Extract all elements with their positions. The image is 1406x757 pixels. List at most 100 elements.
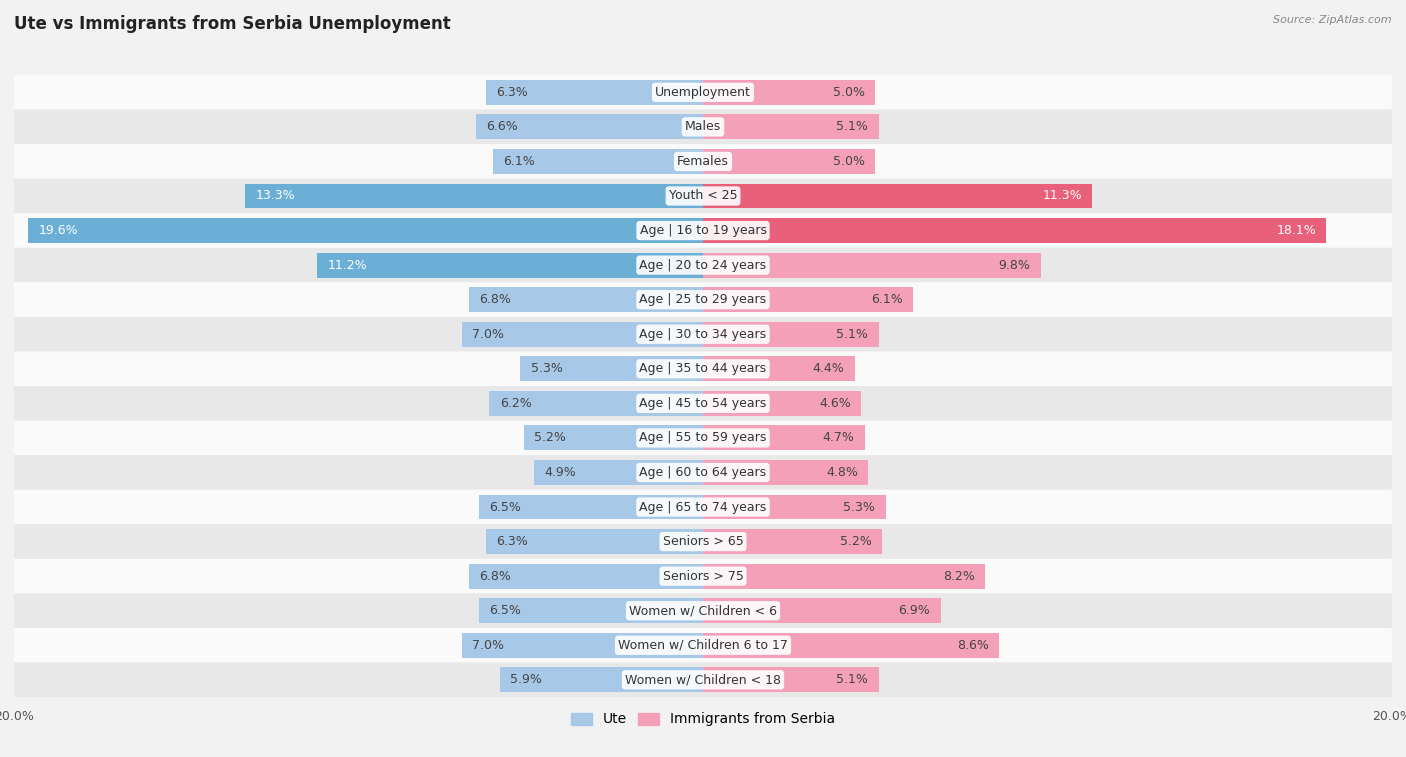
FancyBboxPatch shape bbox=[14, 386, 1392, 421]
Text: 11.3%: 11.3% bbox=[1042, 189, 1083, 202]
Text: Women w/ Children < 18: Women w/ Children < 18 bbox=[626, 673, 780, 687]
Text: 4.7%: 4.7% bbox=[823, 431, 855, 444]
Text: 7.0%: 7.0% bbox=[472, 639, 505, 652]
Bar bbox=[703, 668, 879, 692]
Bar bbox=[703, 598, 941, 623]
Text: Youth < 25: Youth < 25 bbox=[669, 189, 737, 202]
Bar bbox=[703, 114, 879, 139]
Bar bbox=[703, 391, 862, 416]
Bar bbox=[703, 564, 986, 589]
Text: 6.1%: 6.1% bbox=[872, 293, 903, 306]
Text: Age | 60 to 64 years: Age | 60 to 64 years bbox=[640, 466, 766, 479]
Text: 5.3%: 5.3% bbox=[844, 500, 875, 513]
Text: 5.1%: 5.1% bbox=[837, 120, 869, 133]
Text: 6.1%: 6.1% bbox=[503, 155, 534, 168]
Text: Age | 45 to 54 years: Age | 45 to 54 years bbox=[640, 397, 766, 410]
Text: Age | 35 to 44 years: Age | 35 to 44 years bbox=[640, 363, 766, 375]
FancyBboxPatch shape bbox=[14, 455, 1392, 490]
Bar bbox=[461, 322, 703, 347]
Bar bbox=[499, 668, 703, 692]
Text: Women w/ Children 6 to 17: Women w/ Children 6 to 17 bbox=[619, 639, 787, 652]
Text: 6.3%: 6.3% bbox=[496, 535, 529, 548]
Bar bbox=[703, 425, 865, 450]
Bar bbox=[245, 183, 703, 208]
Text: 5.9%: 5.9% bbox=[510, 673, 541, 687]
Text: 5.1%: 5.1% bbox=[837, 328, 869, 341]
FancyBboxPatch shape bbox=[14, 559, 1392, 593]
Text: 19.6%: 19.6% bbox=[38, 224, 77, 237]
Text: Age | 16 to 19 years: Age | 16 to 19 years bbox=[640, 224, 766, 237]
FancyBboxPatch shape bbox=[14, 282, 1392, 317]
Bar bbox=[468, 287, 703, 312]
Bar bbox=[703, 253, 1040, 278]
Text: 5.1%: 5.1% bbox=[837, 673, 869, 687]
Bar bbox=[524, 425, 703, 450]
Bar bbox=[489, 391, 703, 416]
Bar bbox=[703, 460, 869, 485]
Text: Source: ZipAtlas.com: Source: ZipAtlas.com bbox=[1274, 15, 1392, 25]
Text: 11.2%: 11.2% bbox=[328, 259, 367, 272]
Text: 13.3%: 13.3% bbox=[256, 189, 295, 202]
Bar bbox=[318, 253, 703, 278]
Text: Age | 55 to 59 years: Age | 55 to 59 years bbox=[640, 431, 766, 444]
FancyBboxPatch shape bbox=[14, 421, 1392, 455]
Text: 6.3%: 6.3% bbox=[496, 86, 529, 99]
Text: Women w/ Children < 6: Women w/ Children < 6 bbox=[628, 604, 778, 617]
Text: Age | 25 to 29 years: Age | 25 to 29 years bbox=[640, 293, 766, 306]
FancyBboxPatch shape bbox=[14, 351, 1392, 386]
Text: 5.2%: 5.2% bbox=[839, 535, 872, 548]
Text: Males: Males bbox=[685, 120, 721, 133]
Text: Age | 65 to 74 years: Age | 65 to 74 years bbox=[640, 500, 766, 513]
Bar bbox=[479, 598, 703, 623]
Bar bbox=[703, 494, 886, 519]
Bar bbox=[703, 529, 882, 554]
Bar bbox=[703, 218, 1326, 243]
FancyBboxPatch shape bbox=[14, 179, 1392, 213]
Text: 5.2%: 5.2% bbox=[534, 431, 567, 444]
Bar bbox=[703, 287, 912, 312]
FancyBboxPatch shape bbox=[14, 525, 1392, 559]
FancyBboxPatch shape bbox=[14, 213, 1392, 248]
Text: Age | 30 to 34 years: Age | 30 to 34 years bbox=[640, 328, 766, 341]
FancyBboxPatch shape bbox=[14, 662, 1392, 697]
Bar bbox=[520, 357, 703, 382]
Bar bbox=[468, 564, 703, 589]
Bar bbox=[534, 460, 703, 485]
FancyBboxPatch shape bbox=[14, 593, 1392, 628]
Text: 6.2%: 6.2% bbox=[499, 397, 531, 410]
Bar bbox=[703, 183, 1092, 208]
Text: Unemployment: Unemployment bbox=[655, 86, 751, 99]
Text: 6.8%: 6.8% bbox=[479, 293, 510, 306]
Text: 4.9%: 4.9% bbox=[544, 466, 576, 479]
Text: 6.6%: 6.6% bbox=[486, 120, 517, 133]
FancyBboxPatch shape bbox=[14, 144, 1392, 179]
FancyBboxPatch shape bbox=[14, 75, 1392, 110]
Text: Ute vs Immigrants from Serbia Unemployment: Ute vs Immigrants from Serbia Unemployme… bbox=[14, 15, 451, 33]
Bar bbox=[703, 633, 1000, 658]
Text: Seniors > 75: Seniors > 75 bbox=[662, 570, 744, 583]
Text: 8.2%: 8.2% bbox=[943, 570, 976, 583]
Bar bbox=[703, 149, 875, 174]
Text: 5.0%: 5.0% bbox=[832, 155, 865, 168]
FancyBboxPatch shape bbox=[14, 490, 1392, 525]
Text: Females: Females bbox=[678, 155, 728, 168]
FancyBboxPatch shape bbox=[14, 317, 1392, 351]
Text: 6.9%: 6.9% bbox=[898, 604, 931, 617]
FancyBboxPatch shape bbox=[14, 248, 1392, 282]
Text: Seniors > 65: Seniors > 65 bbox=[662, 535, 744, 548]
Bar bbox=[475, 114, 703, 139]
Bar bbox=[28, 218, 703, 243]
Text: 4.4%: 4.4% bbox=[813, 363, 844, 375]
Text: 6.8%: 6.8% bbox=[479, 570, 510, 583]
FancyBboxPatch shape bbox=[14, 110, 1392, 144]
Text: 6.5%: 6.5% bbox=[489, 500, 522, 513]
Text: 6.5%: 6.5% bbox=[489, 604, 522, 617]
Text: Age | 20 to 24 years: Age | 20 to 24 years bbox=[640, 259, 766, 272]
Bar bbox=[486, 80, 703, 104]
Bar bbox=[703, 357, 855, 382]
Text: 8.6%: 8.6% bbox=[957, 639, 988, 652]
Text: 9.8%: 9.8% bbox=[998, 259, 1031, 272]
Text: 18.1%: 18.1% bbox=[1277, 224, 1316, 237]
Legend: Ute, Immigrants from Serbia: Ute, Immigrants from Serbia bbox=[565, 707, 841, 732]
Text: 4.8%: 4.8% bbox=[827, 466, 858, 479]
